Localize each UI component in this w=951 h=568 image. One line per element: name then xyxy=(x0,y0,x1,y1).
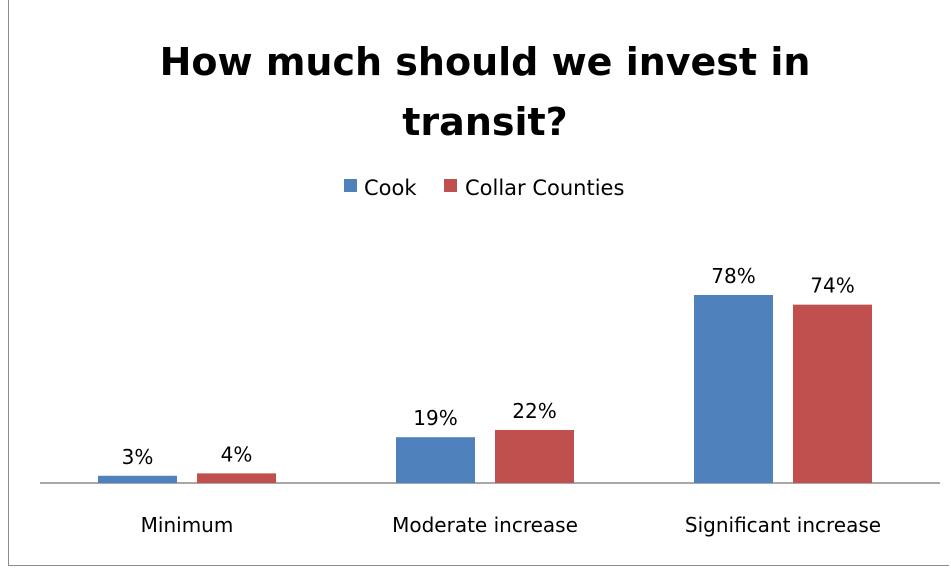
bars-group xyxy=(98,295,872,483)
bar-cook-significant-increase xyxy=(694,295,773,483)
bar-collar-counties-significant-increase xyxy=(793,304,872,483)
bar-collar-counties-minimum xyxy=(197,473,276,483)
legend-label-cook: Cook xyxy=(364,176,417,200)
legend-swatch-collar-counties xyxy=(444,179,457,192)
data-label-collar-counties-significant-increase: 74% xyxy=(810,274,854,298)
chart-title-line-1: How much should we invest in xyxy=(160,40,811,84)
data-label-cook-moderate-increase: 19% xyxy=(413,406,457,430)
data-label-cook-significant-increase: 78% xyxy=(711,264,755,288)
legend: Cook Collar Counties xyxy=(344,176,624,200)
bar-cook-minimum xyxy=(98,475,177,483)
data-labels-group: 3% 4% 19% 22% 78% 74% xyxy=(122,264,855,469)
category-labels-group: Minimum Moderate increase Significant incr… xyxy=(141,513,881,537)
category-label-significant-increase: Significant increase xyxy=(685,513,881,537)
legend-swatch-cook xyxy=(344,179,357,192)
chart-frame xyxy=(8,0,949,566)
chart-title-line-2: transit? xyxy=(402,100,567,144)
category-label-moderate-increase: Moderate increase xyxy=(392,513,578,537)
bar-cook-moderate-increase xyxy=(396,437,475,483)
bar-collar-counties-moderate-increase xyxy=(495,429,574,483)
data-label-collar-counties-moderate-increase: 22% xyxy=(512,399,556,423)
legend-label-collar-counties: Collar Counties xyxy=(465,176,624,200)
data-label-collar-counties-minimum: 4% xyxy=(221,442,253,466)
category-label-minimum: Minimum xyxy=(141,513,234,537)
data-label-cook-minimum: 3% xyxy=(122,445,154,469)
